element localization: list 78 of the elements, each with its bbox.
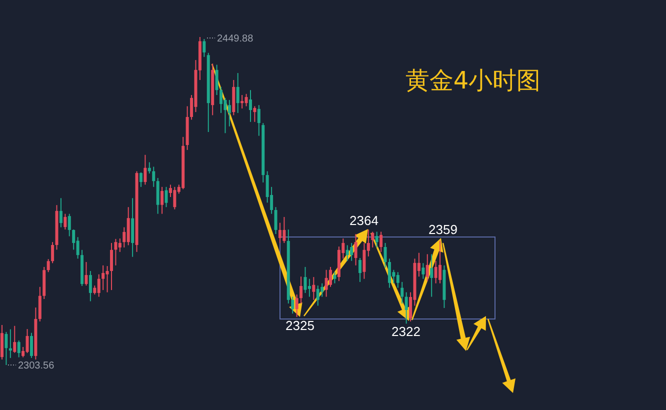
candlestick [257,104,260,136]
candlestick [434,260,438,284]
candlestick [274,206,278,234]
candlestick [13,325,16,354]
candlestick [110,242,114,291]
candlestick [278,222,282,244]
candlestick [308,278,311,298]
candlestick [400,281,404,304]
candlestick [106,266,109,293]
candlestick [220,86,223,114]
candlestick [396,272,400,288]
candlestick [320,282,324,298]
candlestick [244,93,248,107]
text: 黄金4小时图 [405,66,541,94]
candlestick [51,242,54,264]
candlestick [346,244,349,262]
annotation: 2303.56 [18,360,55,372]
candlestick [404,292,408,324]
annotation: 2359 [428,222,458,237]
candlestick [164,186,168,208]
candlestick [236,72,240,114]
candlestick [144,154,147,186]
candlestick [84,262,88,286]
candlestick [371,231,374,248]
candlestick [358,257,362,282]
candlestick [384,242,387,268]
candlestick [173,186,176,210]
candlestick [88,270,92,302]
candlestick [64,213,67,230]
candlestick [354,233,358,266]
candlestick [59,198,62,228]
candlestick [114,238,118,266]
candlestick [295,294,298,318]
candlestick [248,90,252,122]
candlestick [17,340,20,358]
candlestick [282,216,286,244]
candlestick [46,258,50,273]
candlestick [253,106,256,122]
candlestick [148,162,151,174]
candlestick [329,266,332,288]
annotation: 2322 [392,324,420,339]
candlestick [202,38,206,58]
candlestick [350,242,354,262]
candlestick [316,285,320,306]
candlestick [333,272,336,284]
candlestick [0,324,4,360]
candlestick [126,206,130,246]
candlestick [102,264,105,291]
candlestick [304,266,307,294]
candlestick [438,240,442,284]
candlestick [139,172,142,188]
candlestick [26,328,29,354]
candlestick [215,64,218,96]
candlestick [388,258,391,288]
annotation: 2364 [350,213,378,228]
candlestick [156,177,160,214]
candlestick [240,94,244,109]
candlestick [152,166,156,188]
candlestick [380,231,383,252]
candlestick [422,262,425,280]
candlestick [324,269,328,298]
candlestick [38,286,42,322]
candlestick [228,99,231,127]
annotation: 2325 [286,318,314,333]
candlestick [97,274,100,298]
candlestick [160,186,164,214]
candlestick [300,276,303,304]
candlestick [430,254,434,298]
candlestick [68,213,71,237]
candlestick [30,332,33,358]
candlestick [4,331,8,366]
annotation: 2449.88 [217,34,254,44]
candlestick [312,276,316,300]
candlestick [375,231,378,248]
candlestick [426,254,429,282]
candlestick [291,296,294,314]
candlestick [118,238,122,252]
candlestick [362,242,366,280]
